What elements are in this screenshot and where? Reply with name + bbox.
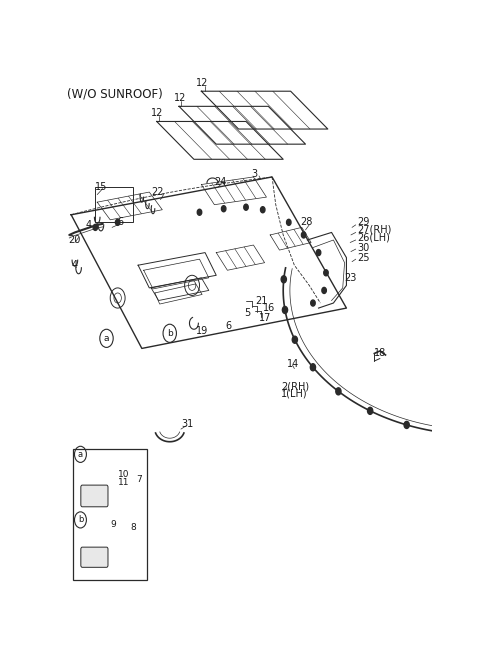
- Text: 11: 11: [118, 477, 129, 487]
- Text: b: b: [78, 515, 83, 525]
- Circle shape: [368, 407, 373, 415]
- Text: 26(LH): 26(LH): [358, 233, 390, 242]
- Text: 9: 9: [110, 521, 116, 529]
- Text: 1(LH): 1(LH): [281, 389, 308, 399]
- Circle shape: [311, 300, 315, 306]
- Text: 4: 4: [85, 220, 91, 230]
- Text: 15: 15: [96, 182, 108, 192]
- FancyBboxPatch shape: [81, 485, 108, 507]
- Circle shape: [336, 388, 341, 395]
- Circle shape: [244, 204, 248, 210]
- Bar: [73, 449, 147, 580]
- Text: 22: 22: [151, 187, 164, 197]
- Text: 16: 16: [263, 303, 275, 313]
- Circle shape: [444, 430, 449, 436]
- Bar: [96, 187, 132, 222]
- Text: 12: 12: [173, 93, 186, 103]
- Text: 19: 19: [196, 326, 208, 336]
- Text: 25: 25: [358, 253, 370, 263]
- Text: 29: 29: [358, 217, 370, 227]
- Text: 28: 28: [300, 217, 312, 227]
- Text: (W/O SUNROOF): (W/O SUNROOF): [67, 88, 163, 101]
- Text: 4: 4: [71, 260, 77, 271]
- Text: 24: 24: [215, 177, 227, 187]
- Text: 8: 8: [131, 523, 136, 532]
- Text: 27(RH): 27(RH): [358, 225, 392, 235]
- Text: 2(RH): 2(RH): [281, 381, 310, 391]
- Text: 12: 12: [196, 78, 208, 88]
- Circle shape: [197, 209, 202, 215]
- Circle shape: [261, 207, 265, 213]
- FancyBboxPatch shape: [81, 547, 108, 567]
- Text: 18: 18: [374, 348, 386, 358]
- Circle shape: [282, 307, 288, 314]
- Text: 14: 14: [287, 358, 299, 369]
- Text: a: a: [104, 334, 109, 343]
- Text: 5: 5: [244, 308, 251, 318]
- Circle shape: [404, 421, 409, 428]
- Circle shape: [324, 270, 328, 276]
- Text: 10: 10: [118, 470, 129, 479]
- Circle shape: [311, 364, 315, 371]
- Circle shape: [316, 250, 321, 255]
- Circle shape: [93, 225, 97, 231]
- Text: 31: 31: [181, 419, 193, 429]
- Text: 6: 6: [226, 321, 232, 331]
- Text: 23: 23: [345, 273, 357, 283]
- Text: 21: 21: [255, 295, 268, 305]
- Text: 20: 20: [68, 235, 81, 245]
- Text: 30: 30: [358, 242, 370, 253]
- Circle shape: [281, 276, 287, 283]
- Text: 17: 17: [259, 313, 271, 323]
- Circle shape: [115, 219, 120, 225]
- Circle shape: [292, 336, 298, 343]
- Text: 7: 7: [136, 475, 142, 484]
- Circle shape: [287, 219, 291, 225]
- Text: 6: 6: [118, 217, 124, 227]
- Text: 12: 12: [151, 108, 164, 118]
- Circle shape: [301, 232, 306, 238]
- Circle shape: [322, 288, 326, 293]
- Text: b: b: [167, 329, 173, 338]
- Text: 3: 3: [252, 170, 258, 179]
- Circle shape: [221, 206, 226, 212]
- Text: a: a: [78, 450, 83, 459]
